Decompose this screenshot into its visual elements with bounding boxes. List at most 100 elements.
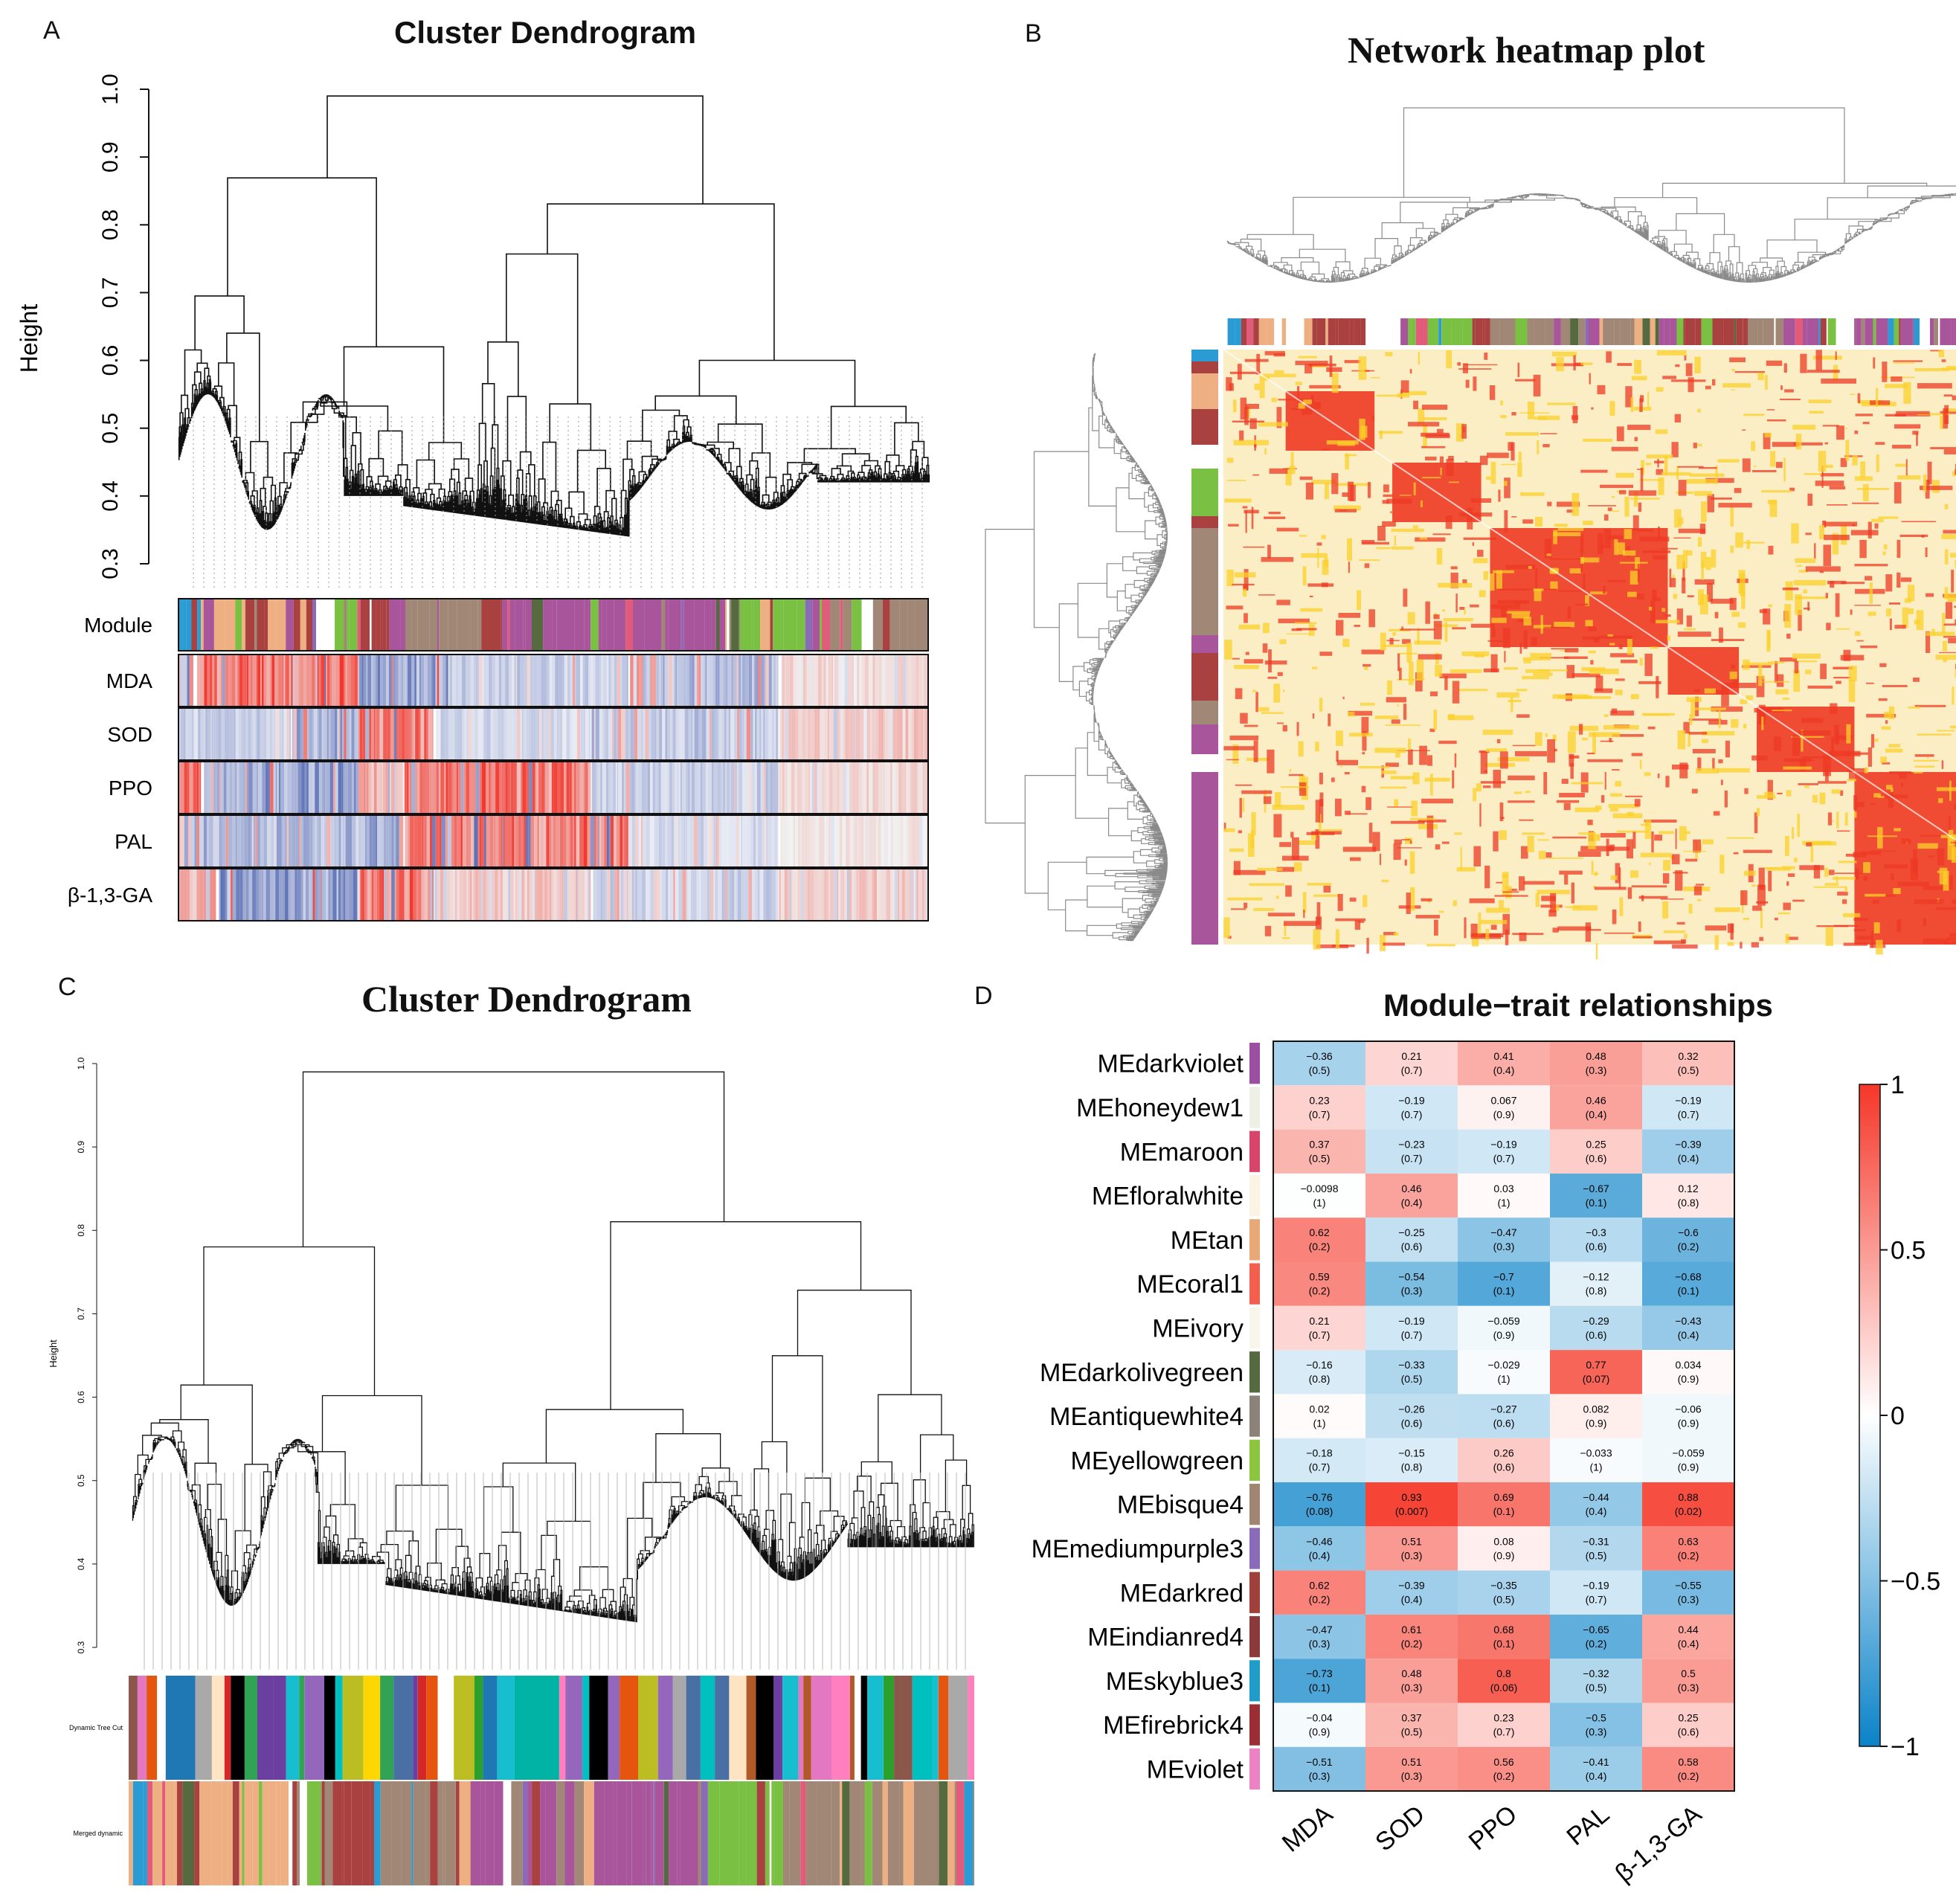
heatmap-speckle bbox=[1244, 407, 1249, 425]
heatmap-cell bbox=[1273, 1218, 1365, 1262]
trait-stripe bbox=[286, 654, 289, 707]
heatmap-speckle bbox=[1595, 943, 1598, 959]
row-label: MEfirebrick4 bbox=[1103, 1711, 1244, 1740]
trait-stripe bbox=[686, 869, 688, 921]
heatmap-speckle bbox=[1358, 356, 1367, 380]
cell-pvalue: (0.7) bbox=[1309, 1329, 1331, 1341]
heatmap-speckle bbox=[1500, 400, 1503, 405]
trait-stripe bbox=[829, 762, 833, 814]
row-label-trait: MDA bbox=[106, 669, 153, 692]
heatmap-speckle bbox=[1821, 379, 1856, 384]
heatmap-speckle bbox=[1504, 651, 1506, 663]
heatmap-speckle bbox=[1834, 872, 1863, 875]
band-stripe bbox=[1854, 318, 1856, 345]
heatmap-speckle bbox=[1625, 795, 1643, 797]
heatmap-speckle bbox=[1854, 564, 1888, 567]
heatmap-speckle bbox=[1391, 719, 1400, 724]
module-color-band bbox=[178, 599, 928, 651]
heatmap-speckle bbox=[1862, 851, 1881, 855]
trait-stripe bbox=[326, 869, 329, 921]
trait-stripe bbox=[845, 708, 849, 760]
heatmap-speckle bbox=[1870, 400, 1891, 405]
band-stripe bbox=[503, 1781, 506, 1885]
heatmap-speckle bbox=[1595, 871, 1598, 876]
trait-stripe bbox=[768, 815, 772, 867]
heatmap-speckle bbox=[1505, 565, 1535, 570]
heatmap-speckle bbox=[1901, 782, 1904, 787]
heatmap-speckle bbox=[1603, 724, 1639, 730]
cell-pvalue: (0.4) bbox=[1678, 1153, 1699, 1165]
trait-stripe bbox=[872, 869, 874, 921]
trait-stripe bbox=[428, 708, 431, 760]
heatmap-speckle bbox=[1418, 408, 1425, 425]
trait-stripe bbox=[452, 654, 457, 707]
heatmap-speckle bbox=[1941, 359, 1946, 362]
trait-stripe bbox=[537, 815, 539, 867]
module-color-swatch bbox=[1249, 1572, 1260, 1613]
heatmap-speckle bbox=[1508, 775, 1535, 780]
heatmap-cell bbox=[1273, 1526, 1365, 1571]
trait-stripe bbox=[367, 762, 369, 814]
trait-stripe bbox=[250, 815, 252, 867]
trait-stripe bbox=[567, 654, 570, 707]
heatmap-speckle bbox=[1832, 533, 1839, 555]
trait-stripe bbox=[911, 654, 913, 707]
band-segment bbox=[1191, 469, 1218, 516]
trait-stripe bbox=[364, 869, 367, 921]
heatmap-speckle bbox=[1786, 634, 1791, 639]
heatmap-speckle bbox=[1332, 945, 1355, 948]
trait-stripe bbox=[341, 869, 344, 921]
trait-stripe bbox=[805, 654, 808, 707]
trait-stripe bbox=[637, 869, 640, 921]
trait-stripe bbox=[266, 654, 270, 707]
heatmap-speckle bbox=[1449, 481, 1459, 483]
trait-stripe bbox=[270, 869, 274, 921]
trait-stripe bbox=[873, 869, 878, 921]
trait-stripe bbox=[348, 869, 352, 921]
heatmap-cell bbox=[1365, 1570, 1458, 1615]
band-stripe bbox=[1888, 318, 1894, 345]
trait-stripe bbox=[904, 762, 907, 814]
heatmap-cell bbox=[1273, 1085, 1365, 1130]
trait-stripe bbox=[303, 654, 307, 707]
heatmap-speckle bbox=[1863, 876, 1868, 881]
trait-stripe bbox=[712, 815, 714, 867]
trait-stripe bbox=[890, 869, 894, 921]
band-stripe bbox=[751, 599, 754, 651]
heatmap-speckle bbox=[1546, 553, 1551, 556]
trait-stripe bbox=[247, 762, 249, 814]
band-stripe bbox=[344, 599, 347, 651]
heatmap-speckle bbox=[1502, 891, 1519, 893]
trait-stripe bbox=[807, 654, 810, 707]
heatmap-speckle bbox=[1597, 834, 1600, 840]
band-stripe bbox=[177, 1781, 183, 1885]
trait-stripe bbox=[646, 869, 647, 921]
heatmap-speckle bbox=[1850, 530, 1879, 536]
heatmap-speckle bbox=[1335, 798, 1342, 817]
heatmap-speckle bbox=[1405, 837, 1412, 844]
trait-stripe bbox=[858, 815, 860, 867]
band-stripe bbox=[805, 599, 813, 651]
trait-stripe bbox=[248, 762, 253, 814]
trait-stripe bbox=[773, 654, 776, 707]
heatmap-speckle bbox=[1783, 902, 1791, 910]
cell-pvalue: (0.7) bbox=[1401, 1153, 1423, 1165]
band-stripe bbox=[457, 599, 463, 651]
band-segment bbox=[413, 1676, 418, 1780]
trait-stripe bbox=[227, 708, 230, 760]
trait-stripe bbox=[539, 869, 543, 921]
heatmap-speckle bbox=[1232, 583, 1255, 586]
trait-stripe bbox=[919, 815, 923, 867]
trait-stripe bbox=[728, 708, 731, 760]
cell-pvalue: (0.5) bbox=[1493, 1594, 1515, 1606]
heatmap-speckle bbox=[1334, 505, 1361, 511]
heatmap-speckle bbox=[1387, 806, 1413, 808]
trait-stripe bbox=[289, 654, 292, 707]
heatmap-speckle bbox=[1938, 350, 1945, 358]
heatmap-speckle bbox=[1479, 455, 1488, 466]
trait-stripe bbox=[714, 708, 718, 760]
heatmap-speckle bbox=[1764, 432, 1772, 438]
trait-stripe bbox=[421, 815, 424, 867]
heatmap-speckle bbox=[1702, 739, 1708, 744]
heatmap-speckle bbox=[1244, 569, 1249, 591]
